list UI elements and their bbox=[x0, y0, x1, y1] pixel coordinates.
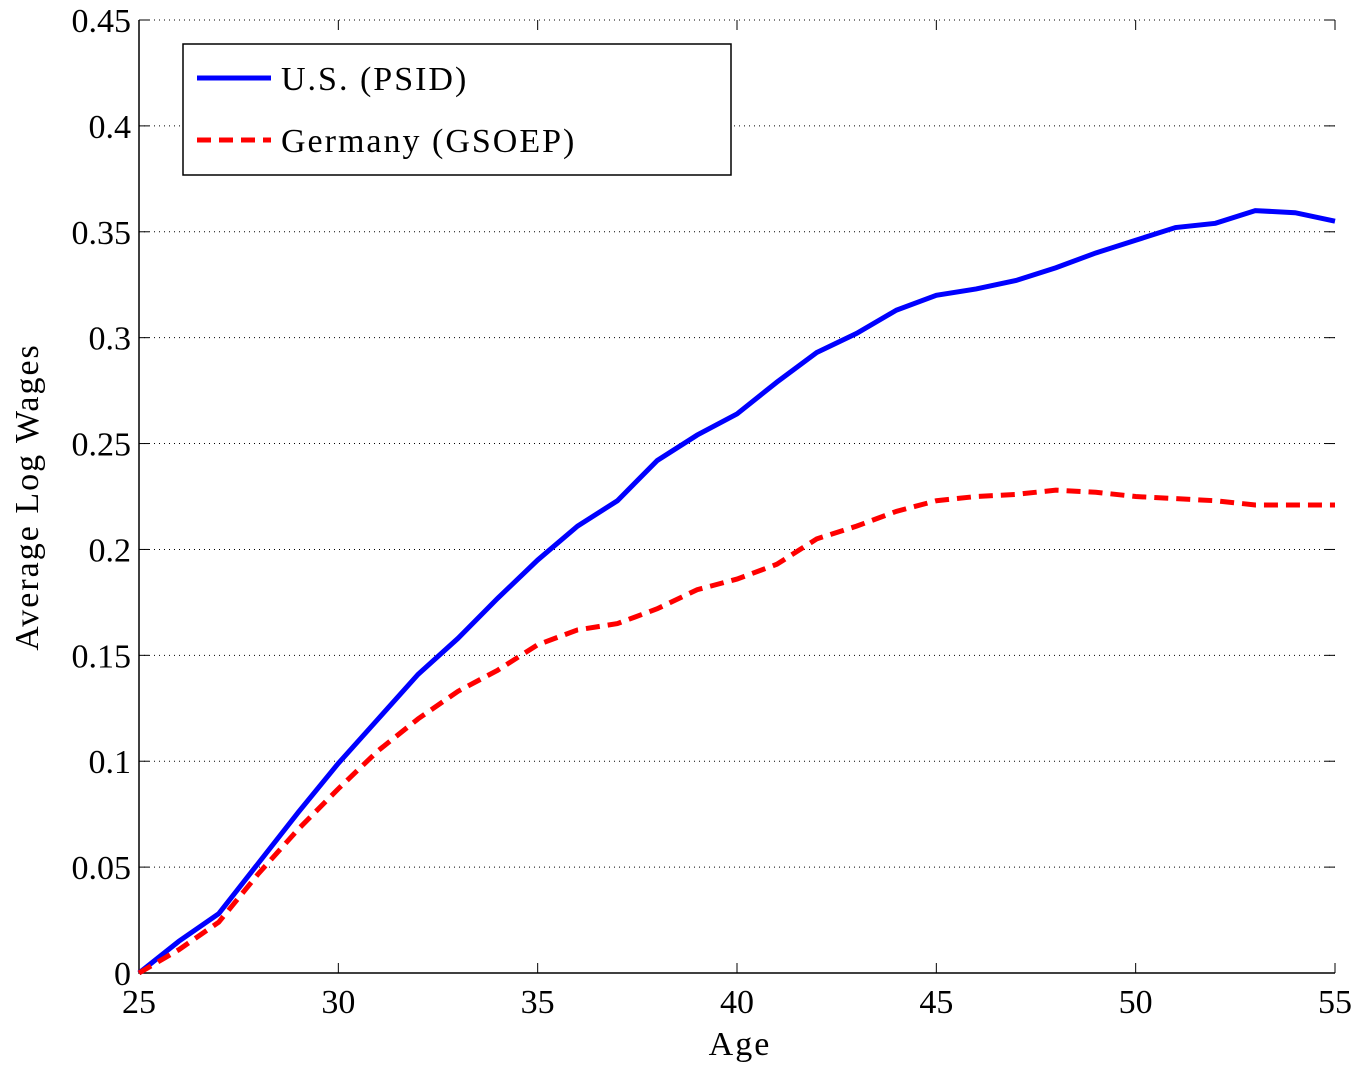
y-tick-label: 0 bbox=[114, 956, 131, 993]
legend-label: U.S. (PSID) bbox=[281, 61, 468, 98]
legend-box bbox=[182, 43, 732, 176]
data-line bbox=[137, 487, 1335, 976]
x-axis-label: Age bbox=[709, 1026, 772, 1063]
x-tick-label: 45 bbox=[919, 984, 953, 1021]
x-tick-label: 25 bbox=[122, 984, 156, 1021]
y-tick-label: 0.2 bbox=[89, 532, 132, 569]
y-tick-label: 0.15 bbox=[72, 638, 132, 675]
y-tick-label: 0.25 bbox=[72, 427, 132, 464]
x-tick-label: 55 bbox=[1318, 984, 1352, 1021]
y-axis-label: Average Log Wages bbox=[9, 343, 46, 651]
y-tick-label: 0.1 bbox=[89, 744, 132, 781]
x-tick-label: 50 bbox=[1119, 984, 1153, 1021]
legend-label: Germany (GSOEP) bbox=[281, 123, 576, 160]
x-tick-label: 30 bbox=[321, 984, 355, 1021]
y-tick-label: 0.3 bbox=[89, 321, 132, 358]
data-line bbox=[137, 208, 1336, 975]
x-tick-label: 40 bbox=[720, 984, 754, 1021]
x-tick-label: 35 bbox=[521, 984, 555, 1021]
y-tick-label: 0.45 bbox=[72, 3, 132, 40]
y-tick-label: 0.05 bbox=[72, 850, 132, 887]
y-tick-label: 0.4 bbox=[89, 109, 132, 146]
y-tick-label: 0.35 bbox=[72, 215, 132, 252]
